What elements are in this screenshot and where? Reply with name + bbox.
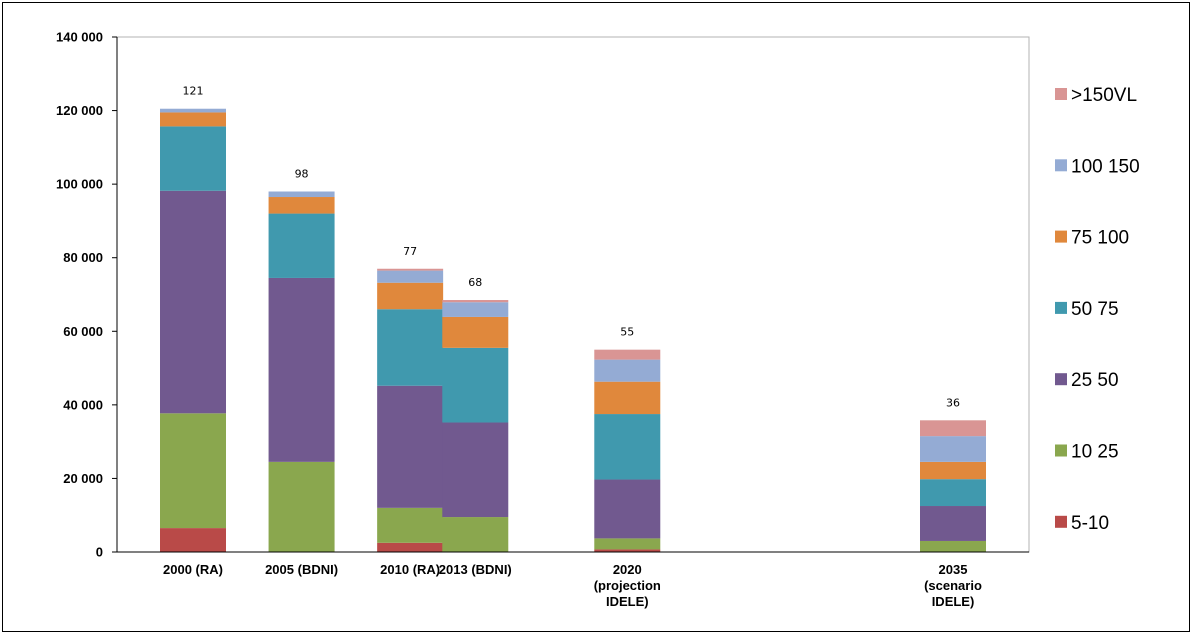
legend-label: 10 25 (1071, 442, 1119, 463)
bar-segment (377, 270, 444, 283)
legend-label: >150VL (1071, 85, 1137, 106)
total-label: 98 (295, 168, 309, 181)
legend-label: 25 50 (1071, 370, 1119, 391)
bar-segment (268, 197, 335, 214)
bar-segment (377, 282, 444, 310)
total-label: 55 (620, 326, 634, 339)
bar-segment (920, 479, 986, 507)
y-tick-label: 120 000 (56, 103, 103, 118)
bar-segment (442, 517, 509, 552)
legend-label: 75 100 (1071, 228, 1129, 249)
bar-segment (594, 381, 661, 415)
x-tick-label: 2013 (BDNI) (439, 562, 512, 577)
plot-area (116, 36, 1030, 553)
bar-segment (920, 506, 986, 541)
y-tick-label: 100 000 (56, 177, 103, 192)
legend-label: 100 150 (1071, 156, 1140, 177)
legend-swatch (1055, 88, 1067, 100)
y-axis: 0 20 000 40 000 60 000 80 000 100 000 120 000 1… (56, 30, 118, 560)
bar-segment (920, 540, 986, 552)
bar-segment (442, 347, 509, 423)
x-tick-label: 2005 (BDNI) (265, 562, 338, 577)
bar-segment (594, 549, 661, 552)
y-tick-label: 40 000 (63, 397, 103, 412)
legend-label: 50 75 (1071, 299, 1119, 320)
x-tick-label: 2010 (RA) (380, 562, 440, 577)
legend: >150VL 100 150 75 100 50 75 25 50 10 25 5-10 (1055, 85, 1140, 534)
bar-segment (442, 302, 509, 317)
bar-segment (594, 538, 661, 550)
x-tick-label: 2035 (scenario IDELE) (924, 562, 982, 609)
bar-segment (442, 316, 509, 348)
bar-segment (268, 191, 335, 198)
y-tick-label: 0 (96, 545, 103, 560)
legend-label: 5-10 (1071, 513, 1109, 534)
bar-segment (268, 277, 335, 462)
y-tick-label: 140 000 (56, 30, 103, 45)
y-tick-label: 20 000 (63, 471, 103, 486)
bar-segment (920, 461, 986, 480)
bar-segment (160, 528, 226, 552)
legend-swatch (1055, 159, 1067, 172)
bar-segment (442, 422, 509, 518)
bar-segment (594, 414, 661, 480)
x-tick-label: 2020 (projection IDELE) (594, 562, 661, 609)
bar-segment (920, 420, 986, 437)
legend-swatch (1055, 515, 1067, 528)
legend-swatch (1055, 373, 1067, 386)
bar-segment (268, 461, 335, 552)
total-label: 68 (468, 276, 482, 289)
bar-segment (920, 436, 986, 462)
legend-swatch (1055, 444, 1067, 457)
y-tick-label: 60 000 (63, 324, 103, 339)
bar-segment (160, 112, 226, 127)
bars-group (160, 108, 986, 552)
bar-segment (268, 213, 335, 278)
total-label: 36 (946, 396, 960, 409)
legend-swatch (1055, 230, 1067, 243)
x-tick-label: 2000 (RA) (163, 562, 223, 577)
y-tick-label: 80 000 (63, 250, 103, 265)
total-label: 121 (183, 85, 204, 98)
bar-segment (594, 359, 661, 382)
bar-segment (377, 507, 444, 543)
total-labels: 121 98 77 68 55 36 (183, 85, 961, 410)
bar-segment (377, 268, 444, 271)
bar-segment (594, 349, 661, 360)
x-axis: 2000 (RA) 2005 (BDNI) 2010 (RA)2013 (BDNI)… (117, 551, 1029, 609)
bar-segment (377, 385, 444, 508)
bar-segment (160, 108, 226, 113)
total-label: 77 (403, 245, 417, 258)
bar-segment (377, 309, 444, 386)
bar-segment (160, 413, 226, 529)
bar-segment (160, 190, 226, 414)
bar-segment (377, 542, 444, 552)
legend-swatch (1055, 301, 1067, 314)
bar-segment (160, 126, 226, 191)
bar-segment (442, 300, 509, 303)
stacked-bar-chart: 0 20 000 40 000 60 000 80 000 100 000 120 000 1… (56, 30, 1140, 610)
bar-segment (594, 479, 661, 539)
